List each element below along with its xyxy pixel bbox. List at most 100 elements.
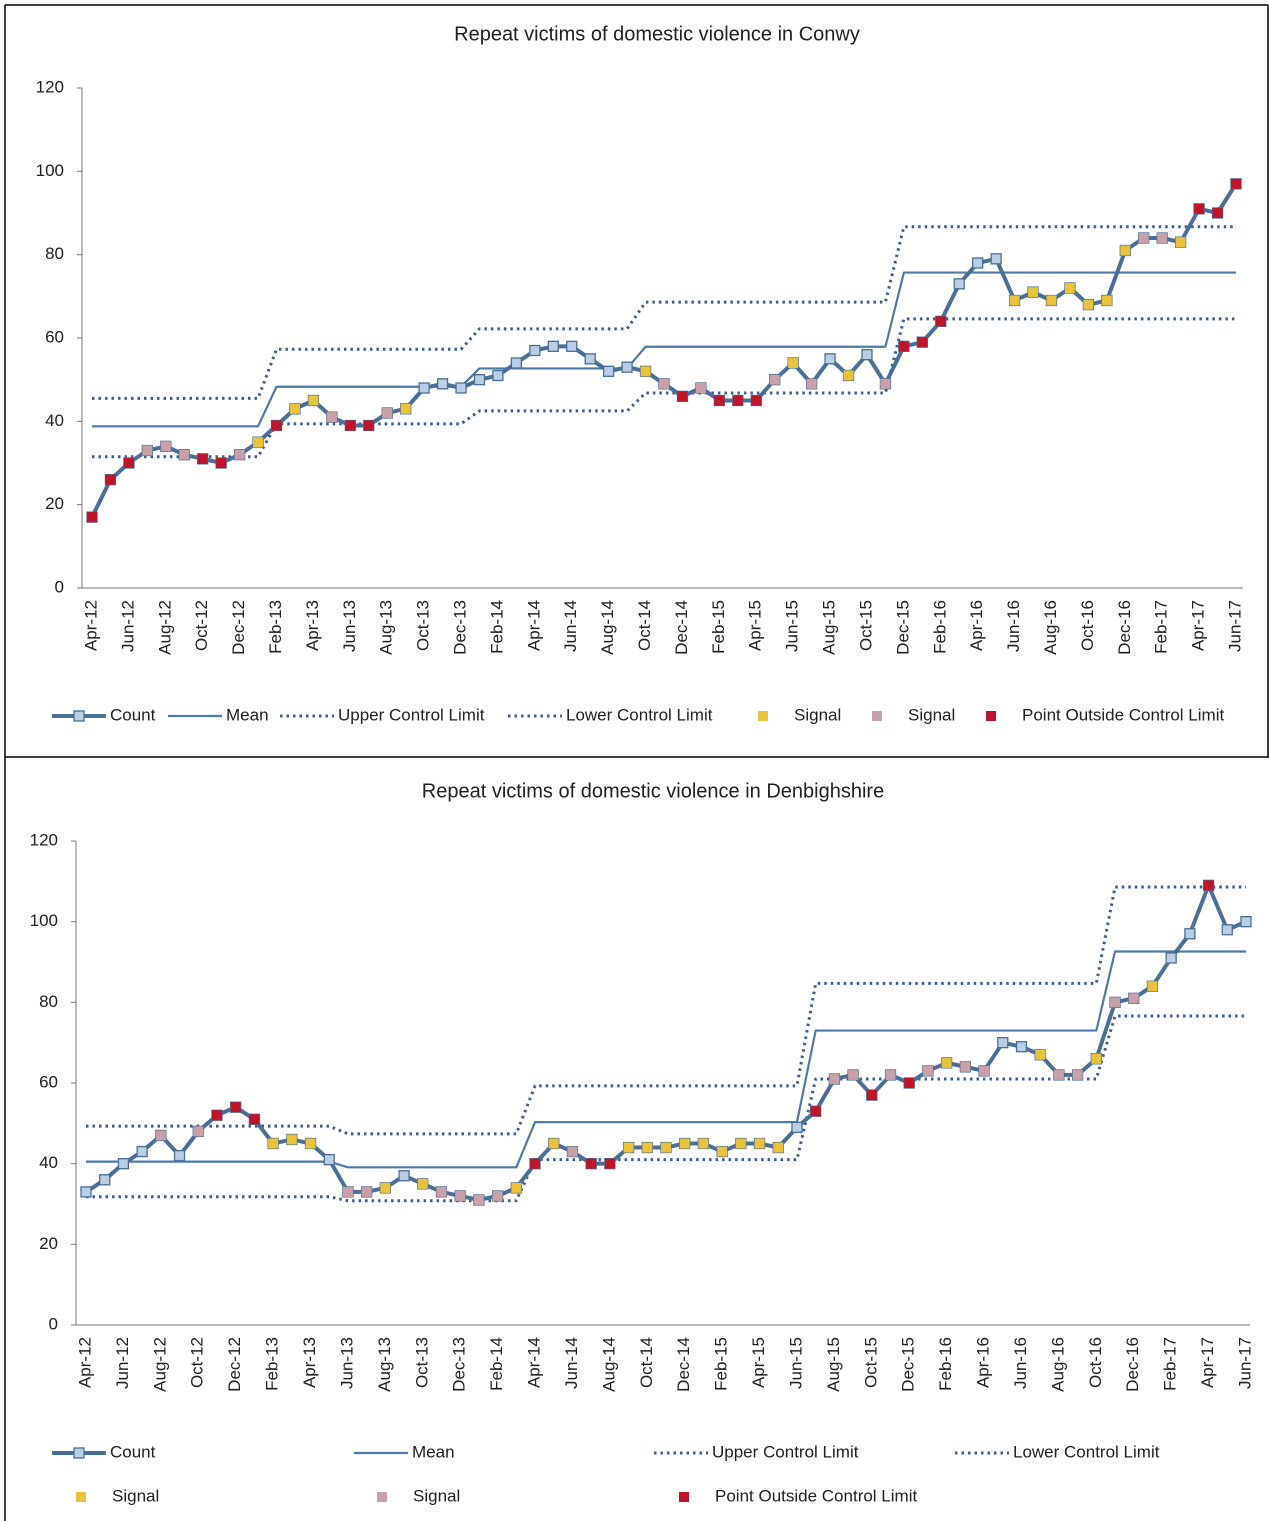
signal-marker [904, 1078, 915, 1088]
signal-marker [732, 395, 743, 406]
x-tick-label: Dec-16 [1115, 600, 1134, 655]
signal-marker [511, 1182, 522, 1193]
legend-label: Point Outside Control Limit [1022, 705, 1224, 724]
legend-swatch [986, 711, 996, 721]
signal-marker [473, 1194, 484, 1205]
signal-marker [253, 437, 264, 448]
signal-marker [659, 378, 669, 389]
x-tick-label: Aug-14 [598, 600, 617, 655]
x-tick-label: Dec-15 [899, 1337, 918, 1392]
count-marker [584, 353, 596, 365]
count-marker [455, 382, 467, 394]
y-tick-label: 120 [30, 830, 58, 849]
legend-swatch [758, 711, 768, 721]
x-tick-label: Jun-17 [1235, 1337, 1254, 1389]
count-marker [1240, 916, 1252, 928]
legend-swatch [679, 1492, 689, 1502]
x-tick-label: Oct-16 [1078, 600, 1097, 651]
x-tick-label: Dec-12 [229, 600, 248, 655]
y-tick-label: 120 [36, 77, 64, 96]
count-marker [1015, 1041, 1028, 1053]
x-tick-label: Aug-12 [155, 600, 174, 655]
count-marker [953, 278, 965, 290]
x-tick-label: Feb-13 [266, 600, 285, 654]
signal-marker [1147, 981, 1158, 992]
x-tick-label: Apr-13 [303, 600, 322, 651]
legend-label: Count [110, 705, 156, 724]
signal-marker [788, 358, 799, 368]
signal-marker [160, 441, 171, 452]
signal-marker [1046, 295, 1057, 306]
count-marker [323, 1153, 335, 1166]
signal-marker [105, 474, 116, 485]
signal-marker [661, 1142, 671, 1153]
y-tick-label: 60 [45, 327, 64, 346]
signal-marker [604, 1158, 615, 1169]
signal-marker [1110, 997, 1121, 1008]
signal-marker [586, 1158, 597, 1169]
x-tick-label: Dec-14 [672, 600, 691, 655]
x-tick-label: Aug-16 [1041, 600, 1060, 655]
legend-label: Mean [412, 1442, 455, 1461]
legend-label: Signal [794, 705, 841, 724]
legend-swatch [73, 1447, 85, 1459]
x-tick-label: Apr-14 [524, 600, 543, 651]
count-marker [990, 253, 1002, 265]
count-marker [621, 361, 633, 373]
signal-marker [979, 1065, 990, 1076]
signal-marker [754, 1138, 765, 1149]
x-tick-label: Apr-14 [525, 1337, 544, 1388]
x-tick-label: Apr-17 [1198, 1337, 1217, 1388]
x-tick-label: Jun-16 [1004, 600, 1023, 652]
count-marker [173, 1149, 186, 1162]
signal-marker [361, 1186, 372, 1197]
signal-marker [271, 420, 282, 431]
signal-marker [640, 366, 651, 377]
x-tick-label: Apr-15 [746, 600, 765, 651]
count-marker [602, 365, 615, 377]
x-tick-label: Feb-14 [487, 600, 506, 654]
x-tick-label: Apr-16 [974, 1337, 993, 1388]
x-tick-label: Aug-15 [824, 1337, 843, 1392]
count-marker [972, 257, 984, 269]
y-tick-label: 100 [30, 911, 58, 930]
x-tick-label: Aug-13 [377, 600, 396, 655]
y-tick-label: 80 [39, 992, 58, 1011]
x-tick-label: Oct-12 [188, 1337, 207, 1388]
legend-label: Lower Control Limit [566, 705, 713, 724]
x-tick-label: Apr-12 [81, 600, 100, 651]
legend-swatch [76, 1492, 86, 1502]
signal-marker [717, 1146, 728, 1157]
y-tick-label: 40 [45, 411, 64, 430]
legend-label: Upper Control Limit [712, 1442, 859, 1461]
signal-marker [714, 395, 725, 406]
signal-marker [1175, 237, 1186, 248]
legend-label: Lower Control Limit [1013, 1442, 1160, 1461]
signal-marker [960, 1061, 971, 1072]
x-tick-label: Oct-14 [637, 1337, 656, 1388]
signal-marker [1064, 283, 1075, 293]
y-tick-label: 0 [49, 1314, 58, 1333]
x-tick-label: Feb-13 [263, 1337, 282, 1391]
x-tick-label: Feb-14 [487, 1337, 506, 1391]
signal-marker [142, 445, 153, 456]
x-tick-label: Jun-12 [118, 600, 137, 652]
signal-marker [1120, 245, 1131, 256]
x-tick-label: Aug-16 [1048, 1337, 1067, 1392]
x-tick-label: Oct-15 [856, 600, 875, 651]
signal-marker [308, 395, 319, 406]
count-marker [824, 353, 836, 365]
count-marker [117, 1158, 130, 1170]
y-tick-label: 80 [45, 244, 64, 263]
count-marker [436, 378, 449, 390]
x-tick-label: Dec-13 [450, 1337, 469, 1392]
count-marker [1165, 952, 1177, 964]
count-marker [861, 349, 873, 361]
x-tick-label: Jun-16 [1011, 1337, 1030, 1389]
signal-marker [1035, 1049, 1046, 1060]
count-marker [791, 1121, 803, 1134]
signal-marker [922, 1065, 933, 1076]
signal-marker [1212, 208, 1223, 218]
y-tick-label: 20 [45, 494, 64, 513]
